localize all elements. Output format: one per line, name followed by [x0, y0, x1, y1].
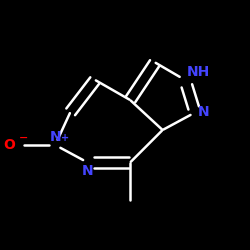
Text: +: + — [60, 133, 69, 143]
Text: N: N — [198, 106, 209, 120]
Text: N: N — [82, 164, 94, 178]
Text: −: − — [19, 132, 29, 142]
Text: NH: NH — [186, 65, 210, 79]
Text: O: O — [3, 138, 15, 152]
Text: N: N — [50, 130, 61, 144]
